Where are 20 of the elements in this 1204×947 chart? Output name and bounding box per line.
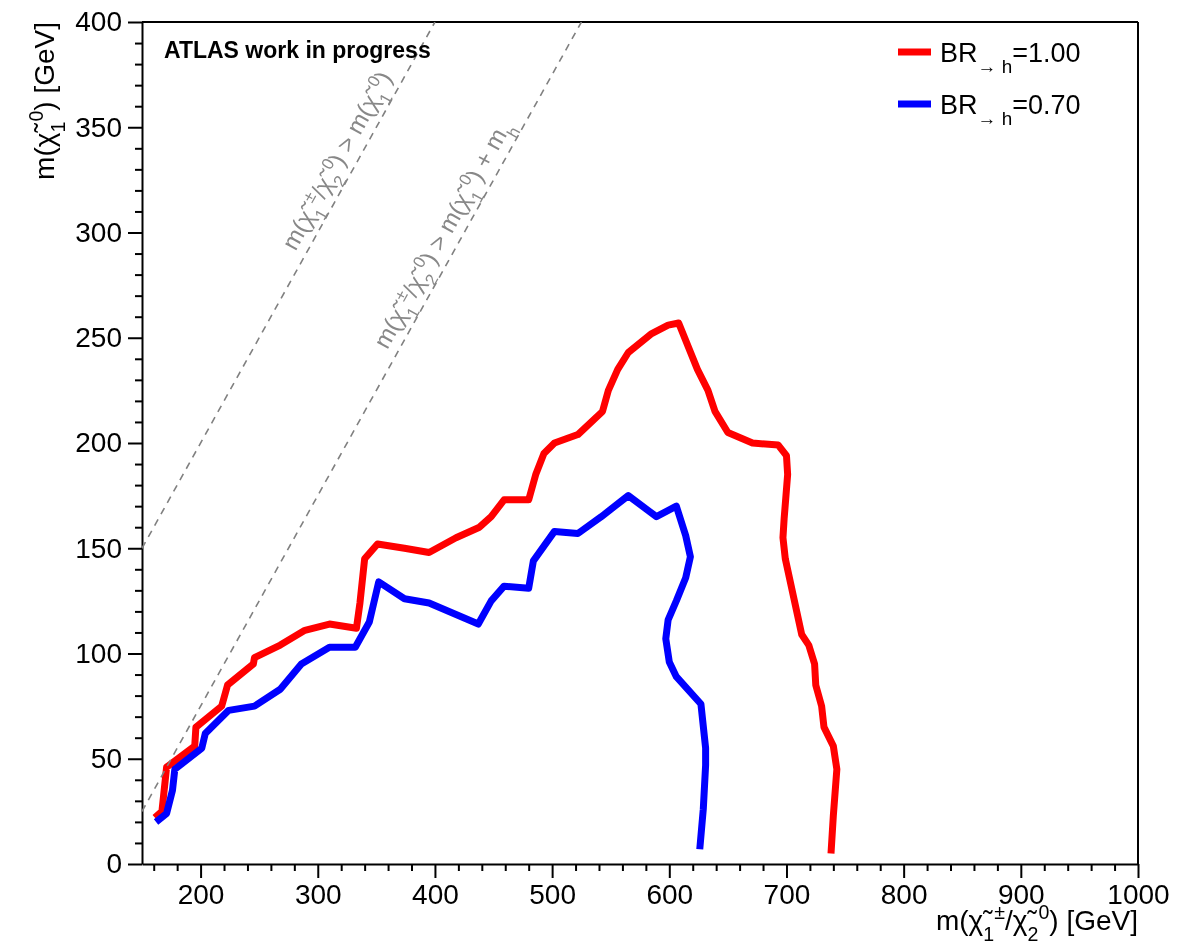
y-tick-label: 150 [75, 532, 122, 564]
y-tick-label: 100 [75, 637, 122, 669]
x-tick-label: 500 [529, 878, 576, 910]
legend-label: BR$_{→ h}$=1.00 [940, 38, 1081, 77]
x-tick-label: 300 [294, 878, 342, 910]
x-tick-label: 600 [646, 878, 694, 910]
y-tick-label: 400 [75, 6, 122, 38]
x-tick-label: 200 [177, 878, 225, 910]
x-tick-label: 1000 [1107, 878, 1170, 910]
legend-label: BR$_{→ h}$=0.70 [940, 90, 1081, 129]
x-tick-label: 700 [763, 878, 811, 910]
y-tick-label: 350 [75, 111, 122, 143]
x-tick-label: 400 [412, 878, 459, 910]
x-tick-label: 800 [880, 878, 928, 910]
y-tick-label: 50 [90, 743, 122, 775]
y-tick-label: 200 [75, 427, 122, 459]
annotation: ATLAS work in progress [164, 37, 431, 63]
y-tick-label: 250 [75, 322, 122, 354]
y-tick-label: 0 [106, 848, 122, 880]
y-tick-label: 300 [75, 216, 122, 248]
